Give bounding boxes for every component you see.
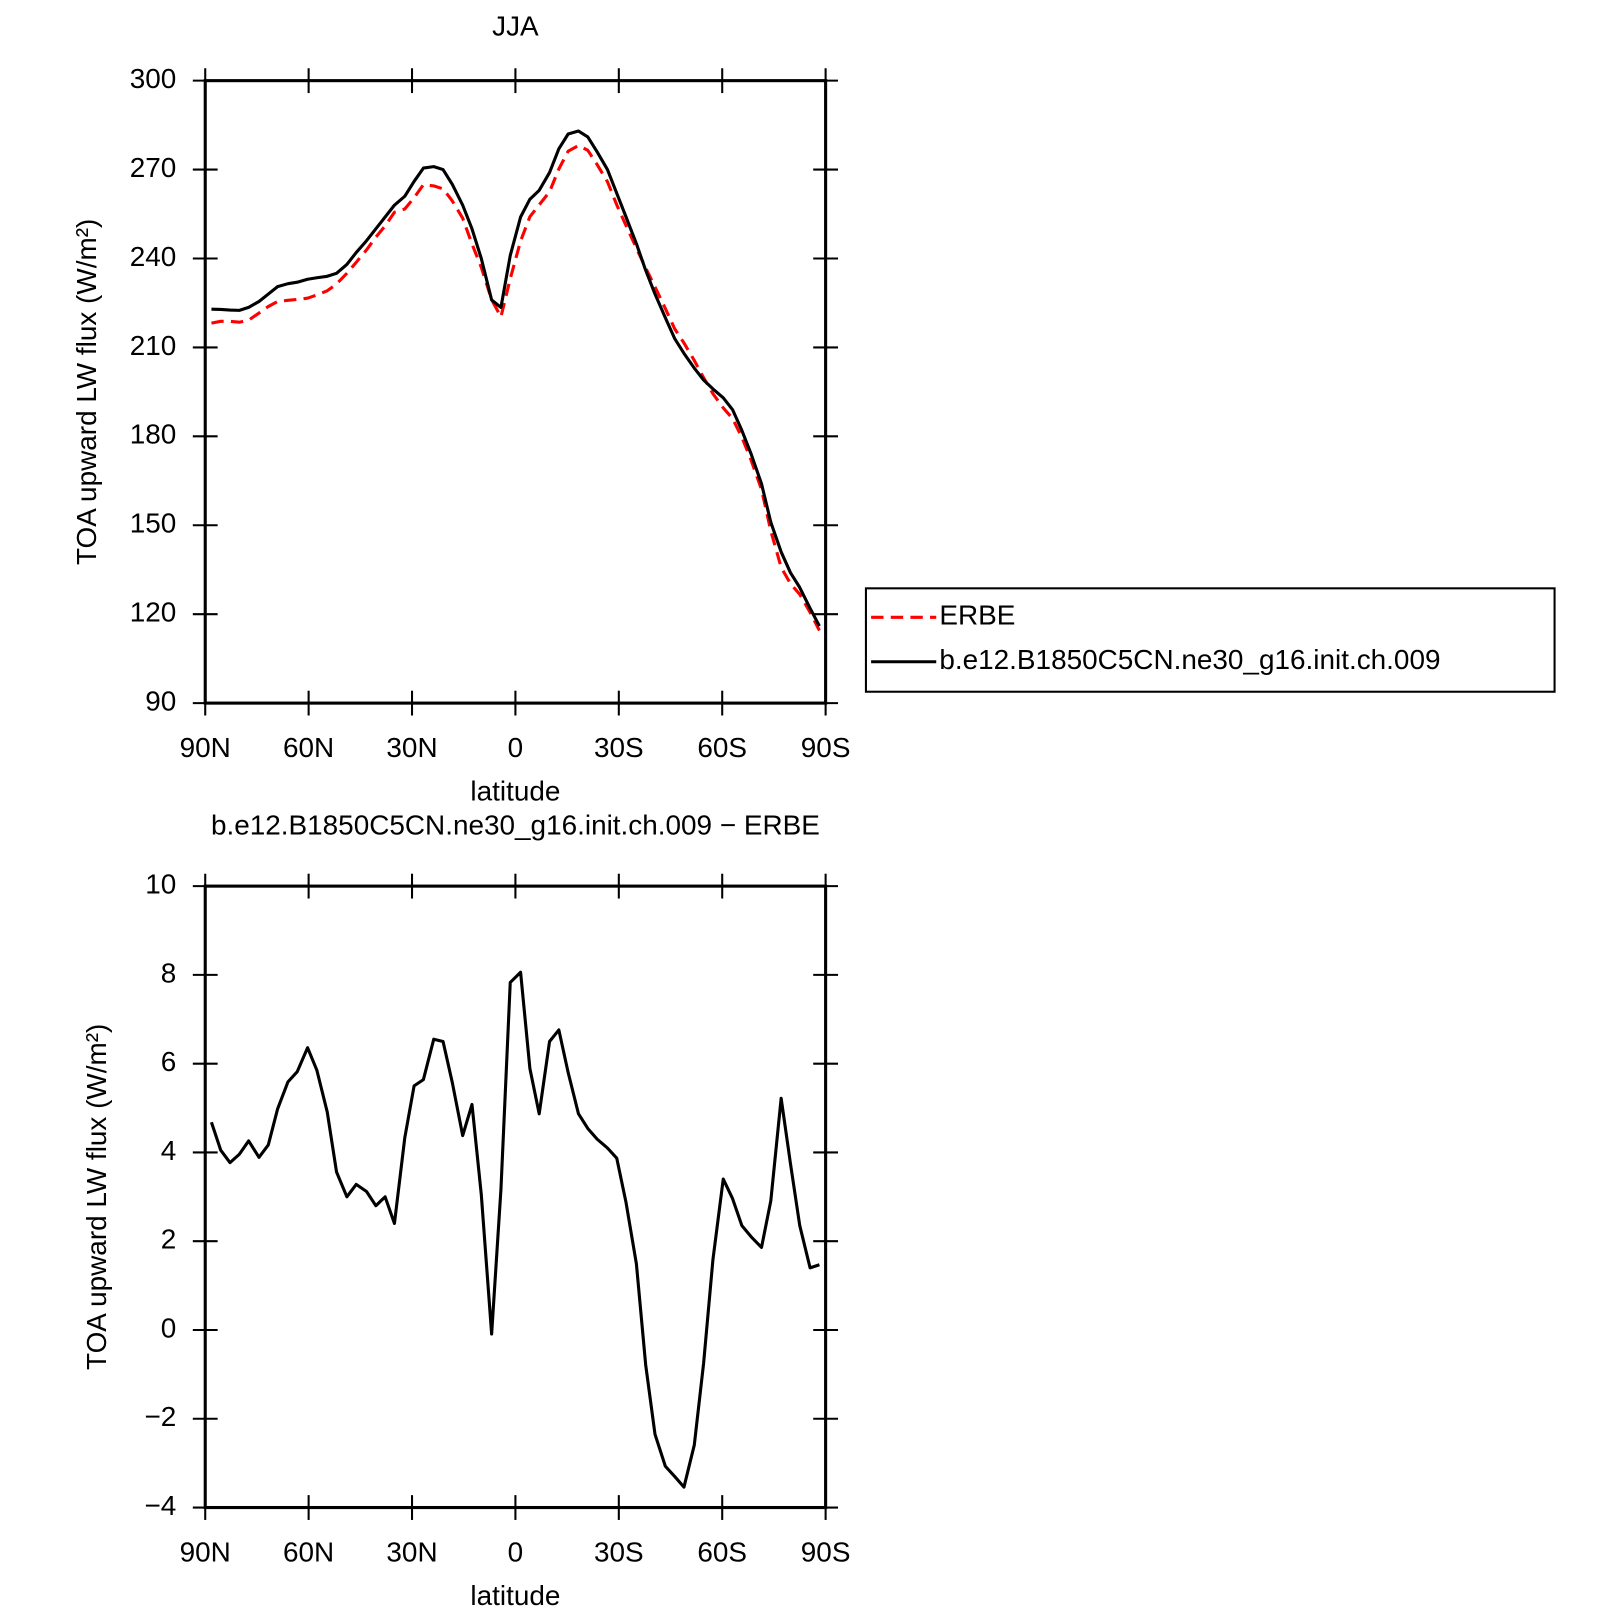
x-tick-label: 30S bbox=[594, 732, 644, 763]
x-tick-label: 30N bbox=[386, 1536, 437, 1567]
x-tick-label: 0 bbox=[508, 1536, 524, 1567]
y-tick-label: 2 bbox=[161, 1224, 177, 1255]
data-line bbox=[209, 970, 820, 1489]
y-tick-label: 240 bbox=[130, 241, 177, 272]
plot-frame bbox=[203, 79, 828, 705]
data-line bbox=[211, 144, 821, 632]
y-tick-label: −2 bbox=[144, 1401, 176, 1432]
y-tick-label: 180 bbox=[130, 419, 177, 450]
y-axis-label: TOA upward LW flux (W/m²) bbox=[81, 1024, 112, 1370]
y-tick-label: 270 bbox=[130, 152, 177, 183]
plot-frame bbox=[203, 884, 828, 1510]
y-tick-label: −4 bbox=[144, 1490, 176, 1521]
x-tick-label: 90N bbox=[180, 1536, 231, 1567]
x-tick-label: 60N bbox=[283, 732, 334, 763]
legend-label: b.e12.B1850C5CN.ne30_g16.init.ch.009 bbox=[939, 644, 1440, 675]
y-tick-label: 210 bbox=[130, 330, 177, 361]
chart-title: b.e12.B1850C5CN.ne30_g16.init.ch.009 − E… bbox=[211, 810, 820, 841]
y-axis-label: TOA upward LW flux (W/m²) bbox=[71, 219, 102, 565]
y-tick-label: 8 bbox=[161, 957, 177, 988]
x-tick-label: 90N bbox=[180, 732, 231, 763]
x-tick-label: 90S bbox=[801, 732, 851, 763]
y-tick-label: 120 bbox=[130, 597, 177, 628]
x-tick-label: 90S bbox=[801, 1536, 851, 1567]
y-tick-label: 6 bbox=[161, 1046, 177, 1077]
x-tick-label: 60N bbox=[283, 1536, 334, 1567]
x-tick-label: 60S bbox=[697, 1536, 747, 1567]
x-tick-label: 30N bbox=[386, 732, 437, 763]
y-tick-label: 0 bbox=[161, 1312, 177, 1343]
y-tick-label: 150 bbox=[130, 508, 177, 539]
chart-title: JJA bbox=[492, 10, 539, 41]
y-tick-label: 300 bbox=[130, 63, 177, 94]
x-axis-label: latitude bbox=[470, 775, 560, 806]
x-tick-label: 0 bbox=[508, 732, 524, 763]
legend-box bbox=[864, 587, 1556, 693]
x-tick-label: 60S bbox=[697, 732, 747, 763]
x-tick-label: 30S bbox=[594, 1536, 644, 1567]
y-tick-label: 4 bbox=[161, 1135, 177, 1166]
x-axis-label: latitude bbox=[470, 1580, 560, 1611]
y-tick-label: 90 bbox=[145, 685, 176, 716]
data-line bbox=[211, 129, 821, 627]
legend-label: ERBE bbox=[939, 600, 1015, 631]
y-tick-label: 10 bbox=[145, 868, 176, 899]
